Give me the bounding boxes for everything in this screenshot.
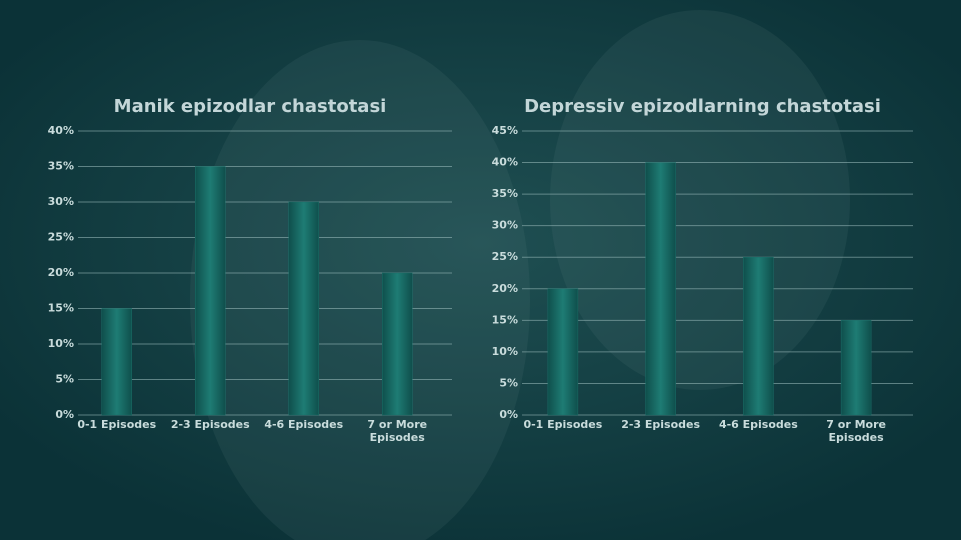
y-tick-label: 0%: [55, 408, 74, 421]
chart-title: Manik epizodlar chastotasi: [114, 96, 387, 117]
y-tick-label: 35%: [492, 187, 518, 200]
y-tick-label: 30%: [48, 195, 74, 208]
bar: [645, 162, 676, 416]
y-tick-label: 25%: [492, 250, 518, 263]
y-tick-label: 0%: [499, 408, 518, 421]
y-tick-label: 40%: [492, 156, 518, 169]
y-tick-label: 25%: [48, 231, 74, 244]
y-tick-label: 5%: [499, 376, 518, 389]
y-tick-label: 35%: [48, 160, 74, 173]
y-tick-label: 45%: [492, 124, 518, 137]
x-tick-label: 2-3 Episodes: [621, 418, 700, 431]
x-tick-label: 0-1 Episodes: [77, 418, 156, 431]
bar: [195, 166, 226, 416]
bar: [382, 272, 413, 416]
y-tick-label: 15%: [492, 313, 518, 326]
y-tick-label: 10%: [492, 345, 518, 358]
chart-title: Depressiv epizodlarning chastotasi: [524, 96, 881, 117]
y-tick-label: 20%: [48, 266, 74, 279]
x-tick-label: 7 or More Episodes: [367, 418, 427, 444]
bar: [743, 256, 774, 416]
bar: [101, 308, 132, 416]
y-tick-label: 30%: [492, 219, 518, 232]
y-tick-label: 15%: [48, 302, 74, 315]
x-tick-label: 0-1 Episodes: [523, 418, 602, 431]
y-tick-label: 20%: [492, 282, 518, 295]
y-tick-label: 10%: [48, 337, 74, 350]
y-tick-label: 40%: [48, 124, 74, 137]
x-tick-label: 4-6 Episodes: [264, 418, 343, 431]
bar: [288, 201, 319, 416]
background-figure: [550, 10, 850, 390]
bar: [840, 320, 872, 416]
y-tick-label: 5%: [55, 373, 74, 386]
x-tick-label: 2-3 Episodes: [171, 418, 250, 431]
x-tick-label: 7 or More Episodes: [826, 418, 886, 444]
bar: [547, 288, 579, 416]
x-tick-label: 4-6 Episodes: [719, 418, 798, 431]
